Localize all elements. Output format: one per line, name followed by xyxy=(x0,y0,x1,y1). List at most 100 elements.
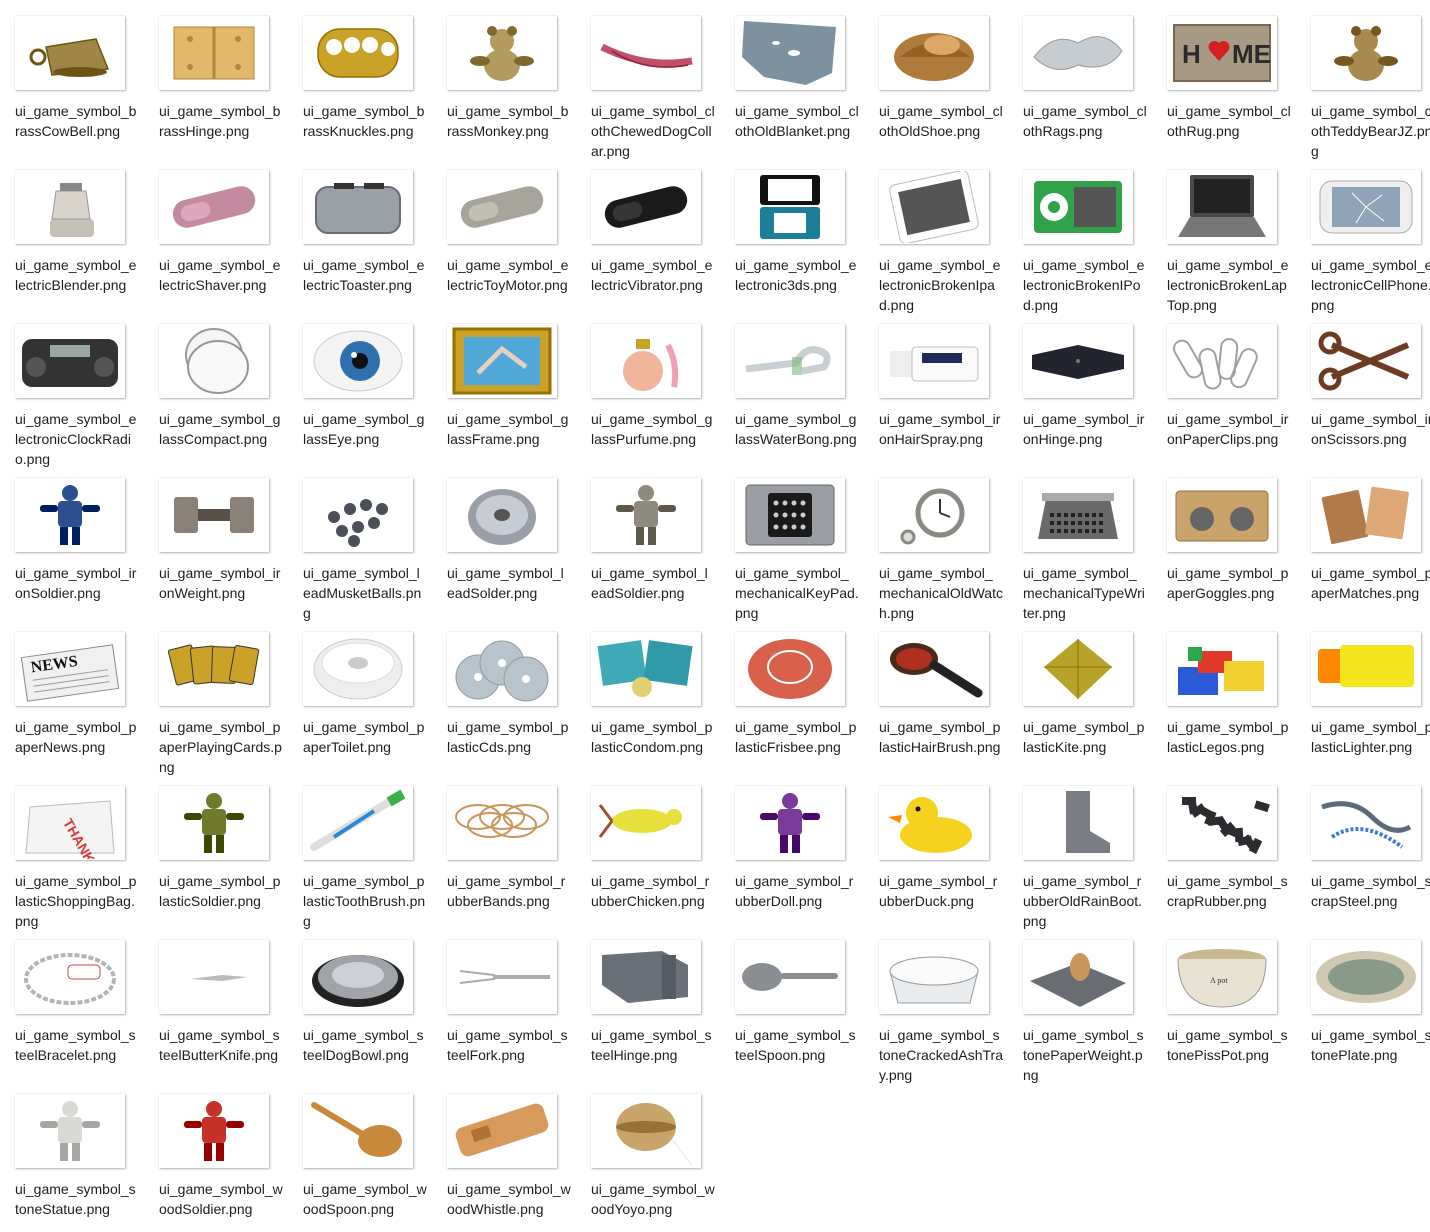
file-item[interactable]: ui_game_symbol_paperToilet.png xyxy=(288,616,428,770)
file-name-label: ui_game_symbol_scrapRubber.png xyxy=(1167,873,1288,909)
file-item[interactable]: ui_game_symbol_electronicCellPhone.png xyxy=(1296,154,1430,313)
file-name-label: ui_game_symbol_electronicClockRadio.png xyxy=(15,411,137,467)
file-item[interactable]: ui_game_symbol_brassCowBell.png xyxy=(0,0,140,154)
file-item[interactable]: ui_game_symbol_paperMatches.png xyxy=(1296,462,1430,616)
file-item[interactable]: ui_game_symbol_stoneStatue.png xyxy=(0,1078,140,1232)
file-item[interactable]: ui_game_symbol_ironWeight.png xyxy=(144,462,284,616)
file-item[interactable]: ui_game_symbol_leadMusketBalls.png xyxy=(288,462,428,621)
file-item[interactable]: ui_game_symbol_stoneCrackedAshTray.png xyxy=(864,924,1004,1083)
file-item[interactable]: ui_game_symbol_plasticCondom.png xyxy=(576,616,716,770)
svg-text:A pot: A pot xyxy=(1210,976,1228,985)
file-name-label: ui_game_symbol_leadMusketBalls.png xyxy=(303,565,422,621)
file-name-label: ui_game_symbol_scrapSteel.png xyxy=(1311,873,1430,909)
file-item[interactable]: ui_game_symbol_woodYoyo.png xyxy=(576,1078,716,1232)
file-name-label: ui_game_symbol_woodSoldier.png xyxy=(159,1181,283,1217)
rags-icon xyxy=(1023,16,1133,90)
file-item[interactable]: ui_game_symbol_glassEye.png xyxy=(288,308,428,462)
file-item[interactable]: ui_game_symbol_stonePaperWeight.png xyxy=(1008,924,1148,1083)
file-item[interactable]: ui_game_symbol_steelBracelet.png xyxy=(0,924,140,1078)
file-item[interactable]: ui_game_symbol_clothOldBlanket.png xyxy=(720,0,860,154)
file-item[interactable]: ui_game_symbol_glassFrame.png xyxy=(432,308,572,462)
file-item[interactable]: ui_game_symbol_rubberChicken.png xyxy=(576,770,716,924)
file-item[interactable]: ui_game_symbol_paperGoggles.png xyxy=(1152,462,1292,616)
file-name-label: ui_game_symbol_mechanicalTypeWriter.png xyxy=(1023,565,1145,621)
file-item[interactable]: ui_game_symbol_mechanicalKeyPad.png xyxy=(720,462,860,621)
file-item[interactable]: ui_game_symbol_steelFork.png xyxy=(432,924,572,1078)
file-item[interactable]: ui_game_symbol_brassKnuckles.png xyxy=(288,0,428,154)
file-item[interactable]: ui_game_symbol_plasticLegos.png xyxy=(1152,616,1292,770)
file-item[interactable]: ui_game_symbol_brassMonkey.png xyxy=(432,0,572,154)
file-name-label: ui_game_symbol_electricShaver.png xyxy=(159,257,281,293)
file-item[interactable]: ui_game_symbol_plasticLighter.png xyxy=(1296,616,1430,770)
file-item[interactable]: ui_game_symbol_electronicBrokenLapTop.pn… xyxy=(1152,154,1292,313)
file-item[interactable]: ui_game_symbol_scrapSteel.png xyxy=(1296,770,1430,924)
file-item[interactable]: ui_game_symbol_glassWaterBong.png xyxy=(720,308,860,462)
file-item[interactable]: ui_game_symbol_woodSpoon.png xyxy=(288,1078,428,1232)
musket-balls-icon xyxy=(303,478,413,552)
file-item[interactable]: NEWS ui_game_symbol_paperNews.png xyxy=(0,616,140,770)
file-item[interactable]: ui_game_symbol_steelHinge.png xyxy=(576,924,716,1078)
file-item[interactable]: ui_game_symbol_scrapRubber.png xyxy=(1152,770,1292,924)
condoms-icon xyxy=(591,632,701,706)
file-name-label: ui_game_symbol_plasticLegos.png xyxy=(1167,719,1289,755)
file-item[interactable]: ui_game_symbol_plasticHairBrush.png xyxy=(864,616,1004,770)
file-item[interactable]: ui_game_symbol_plasticToothBrush.png xyxy=(288,770,428,929)
file-item[interactable]: ui_game_symbol_clothOldShoe.png xyxy=(864,0,1004,154)
file-item[interactable]: ui_game_symbol_electronicBrokenIpad.png xyxy=(864,154,1004,313)
file-item[interactable]: ui_game_symbol_ironPaperClips.png xyxy=(1152,308,1292,462)
steel-hinge-icon xyxy=(591,940,701,1014)
file-item[interactable]: ui_game_symbol_plasticKite.png xyxy=(1008,616,1148,770)
file-item[interactable]: ui_game_symbol_ironHinge.png xyxy=(1008,308,1148,462)
file-item[interactable]: ui_game_symbol_leadSoldier.png xyxy=(576,462,716,616)
file-item[interactable]: ui_game_symbol_rubberOldRainBoot.png xyxy=(1008,770,1148,929)
file-item[interactable]: ui_game_symbol_stonePlate.png xyxy=(1296,924,1430,1078)
paper-weight-icon xyxy=(1023,940,1133,1014)
file-item[interactable]: ui_game_symbol_ironScissors.png xyxy=(1296,308,1430,462)
file-item[interactable]: ui_game_symbol_rubberDuck.png xyxy=(864,770,1004,924)
file-name-label: ui_game_symbol_clothTeddyBearJZ.png xyxy=(1311,103,1430,159)
file-name-label: ui_game_symbol_rubberDoll.png xyxy=(735,873,854,909)
file-item[interactable]: ui_game_symbol_steelSpoon.png xyxy=(720,924,860,1078)
file-item[interactable]: ui_game_symbol_mechanicalOldWatch.png xyxy=(864,462,1004,621)
file-item[interactable]: ui_game_symbol_glassPurfume.png xyxy=(576,308,716,462)
file-item[interactable]: ui_game_symbol_clothTeddyBearJZ.png xyxy=(1296,0,1430,159)
file-item[interactable]: ui_game_symbol_steelDogBowl.png xyxy=(288,924,428,1078)
file-item[interactable]: ui_game_symbol_electricToyMotor.png xyxy=(432,154,572,308)
file-item[interactable]: ui_game_symbol_electronic3ds.png xyxy=(720,154,860,308)
file-item[interactable]: ui_game_symbol_electricShaver.png xyxy=(144,154,284,308)
file-item[interactable]: ui_game_symbol_clothRags.png xyxy=(1008,0,1148,154)
file-item[interactable]: ui_game_symbol_ironSoldier.png xyxy=(0,462,140,616)
file-item[interactable]: ui_game_symbol_mechanicalTypeWriter.png xyxy=(1008,462,1148,621)
scrap-rubber-icon xyxy=(1167,786,1277,860)
file-name-label: ui_game_symbol_electronicBrokenIPod.png xyxy=(1023,257,1145,313)
file-item[interactable]: ui_game_symbol_electricBlender.png xyxy=(0,154,140,308)
file-item[interactable]: ui_game_symbol_plasticCds.png xyxy=(432,616,572,770)
file-item[interactable]: ui_game_symbol_electronicBrokenIPod.png xyxy=(1008,154,1148,313)
file-name-label: ui_game_symbol_leadSoldier.png xyxy=(591,565,708,601)
file-item[interactable]: ui_game_symbol_woodWhistle.png xyxy=(432,1078,572,1232)
file-item[interactable]: ui_game_symbol_plasticSoldier.png xyxy=(144,770,284,924)
file-item[interactable]: ui_game_symbol_paperPlayingCards.png xyxy=(144,616,284,775)
file-item[interactable]: THANK ui_game_symbol_plasticShoppingBag.p… xyxy=(0,770,140,929)
file-item[interactable]: ui_game_symbol_electronicClockRadio.png xyxy=(0,308,140,467)
file-name-label: ui_game_symbol_brassMonkey.png xyxy=(447,103,569,139)
file-name-label: ui_game_symbol_electricToaster.png xyxy=(303,257,425,293)
file-item[interactable]: ui_game_symbol_leadSolder.png xyxy=(432,462,572,616)
file-item[interactable]: ui_game_symbol_electricToaster.png xyxy=(288,154,428,308)
file-item[interactable]: ui_game_symbol_ironHairSpray.png xyxy=(864,308,1004,462)
file-item[interactable]: ui_game_symbol_steelButterKnife.png xyxy=(144,924,284,1078)
svg-text:ME: ME xyxy=(1232,39,1271,69)
file-item[interactable]: ui_game_symbol_rubberDoll.png xyxy=(720,770,860,924)
file-item[interactable]: H ME ui_game_symbol_clothRug.png xyxy=(1152,0,1292,154)
lead-soldier-icon xyxy=(591,478,701,552)
file-item[interactable]: ui_game_symbol_clothChewedDogCollar.png xyxy=(576,0,716,159)
file-item[interactable]: ui_game_symbol_rubberBands.png xyxy=(432,770,572,924)
file-item[interactable]: ui_game_symbol_woodSoldier.png xyxy=(144,1078,284,1232)
file-item[interactable]: A pot ui_game_symbol_stonePissPot.png xyxy=(1152,924,1292,1078)
file-item[interactable]: ui_game_symbol_electricVibrator.png xyxy=(576,154,716,308)
old-blanket-icon xyxy=(735,16,845,90)
file-item[interactable]: ui_game_symbol_brassHinge.png xyxy=(144,0,284,154)
file-item[interactable]: ui_game_symbol_glassCompact.png xyxy=(144,308,284,462)
file-item[interactable]: ui_game_symbol_plasticFrisbee.png xyxy=(720,616,860,770)
stone-plate-icon xyxy=(1311,940,1421,1014)
